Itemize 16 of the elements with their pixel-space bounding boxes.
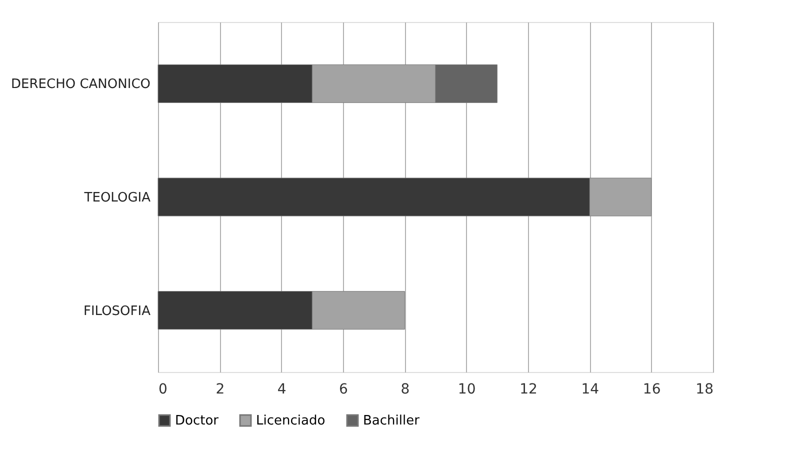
x-tick-label: 6 [339,382,348,398]
x-tick-label: 18 [696,382,714,398]
y-tick-label: DERECHO CANONICO [11,77,150,92]
y-tick-label: FILOSOFIA [83,304,151,319]
legend-label: Bachiller [363,414,420,429]
x-tick-label: 12 [520,382,538,398]
x-tick-label: 0 [158,382,168,398]
x-tick-label: 8 [400,382,410,398]
x-tick-label: 14 [581,382,600,398]
x-tick-label: 4 [277,382,286,398]
legend-label: Doctor [175,414,220,429]
x-tick-label: 2 [216,382,225,398]
legend-label: Licenciado [256,414,326,429]
x-tick-label: 10 [458,382,476,398]
x-tick-label: 16 [642,382,661,398]
y-tick-label: TEOLOGIA [83,190,151,206]
